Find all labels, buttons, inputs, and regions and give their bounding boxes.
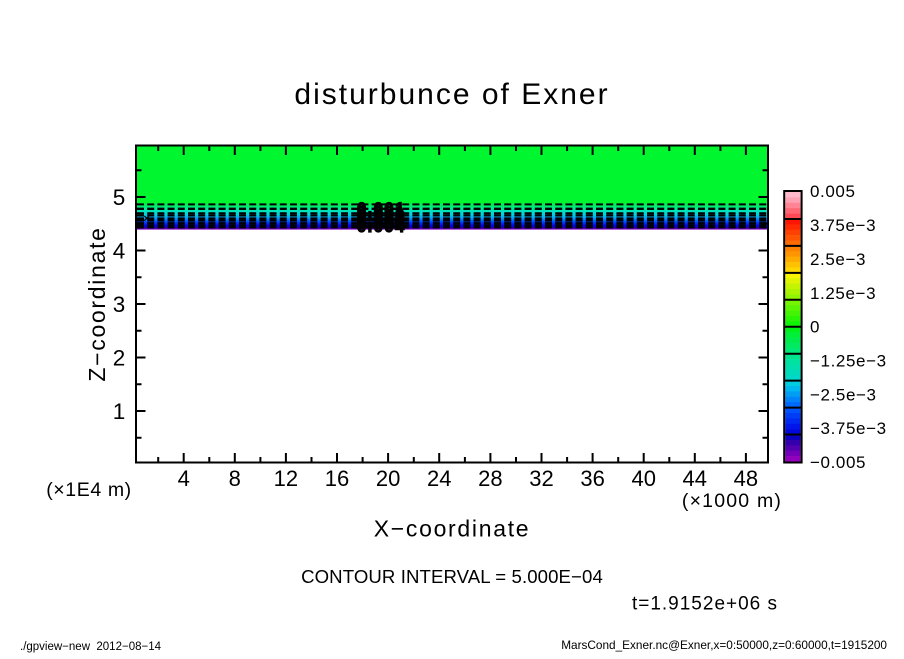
svg-text:5: 5: [113, 185, 126, 210]
svg-text:4: 4: [178, 466, 190, 491]
svg-text:28: 28: [478, 466, 502, 491]
svg-text:0.004: 0.004: [357, 218, 406, 236]
svg-text:40: 40: [631, 466, 655, 491]
svg-text:8: 8: [229, 466, 241, 491]
svg-text:t=1.9152e+06 s: t=1.9152e+06 s: [632, 594, 778, 615]
svg-text:CONTOUR INTERVAL = 5.000E−04: CONTOUR INTERVAL = 5.000E−04: [301, 566, 603, 587]
svg-text:(×1000 m): (×1000 m): [682, 490, 782, 512]
svg-text:0.001: 0.001: [357, 204, 406, 222]
svg-text:MarsCond_Exner.nc@Exner,x=0:50: MarsCond_Exner.nc@Exner,x=0:50000,z=0:60…: [561, 638, 887, 652]
svg-text:4: 4: [113, 239, 126, 264]
svg-text:3: 3: [113, 292, 126, 317]
svg-text:−0.005: −0.005: [810, 453, 866, 472]
svg-text:./gpview−new 2012−08−14: ./gpview−new 2012−08−14: [20, 641, 162, 653]
svg-text:−1.25e−3: −1.25e−3: [810, 351, 887, 370]
svg-text:×: ×: [144, 213, 150, 225]
svg-text:1.25e−3: 1.25e−3: [810, 284, 876, 303]
svg-text:0.002: 0.002: [357, 207, 406, 225]
svg-text:0.003: 0.003: [357, 214, 406, 232]
svg-text:16: 16: [325, 466, 349, 491]
svg-text:2.5e−3: 2.5e−3: [810, 250, 866, 269]
svg-text:20: 20: [376, 466, 400, 491]
svg-text:(×1E4 m): (×1E4 m): [46, 479, 132, 501]
svg-text:Z−coordinate: Z−coordinate: [84, 226, 110, 381]
svg-text:0.005: 0.005: [810, 182, 856, 201]
svg-text:12: 12: [274, 466, 298, 491]
svg-text:32: 32: [529, 466, 553, 491]
svg-text:X−coordinate: X−coordinate: [374, 516, 531, 542]
svg-text:0.001: 0.001: [357, 200, 406, 218]
svg-text:−3.75e−3: −3.75e−3: [810, 419, 887, 438]
svg-text:44: 44: [683, 466, 707, 491]
svg-text:0: 0: [810, 318, 820, 337]
svg-text:−2.5e−3: −2.5e−3: [810, 385, 877, 404]
svg-text:disturbunce of Exner: disturbunce of Exner: [294, 78, 609, 111]
svg-text:36: 36: [580, 466, 604, 491]
svg-text:1: 1: [113, 399, 126, 424]
svg-text:3.75e−3: 3.75e−3: [810, 216, 876, 235]
svg-text:2: 2: [113, 346, 126, 371]
svg-text:0.003: 0.003: [357, 211, 406, 229]
svg-text:48: 48: [734, 466, 758, 491]
svg-text:24: 24: [427, 466, 451, 491]
